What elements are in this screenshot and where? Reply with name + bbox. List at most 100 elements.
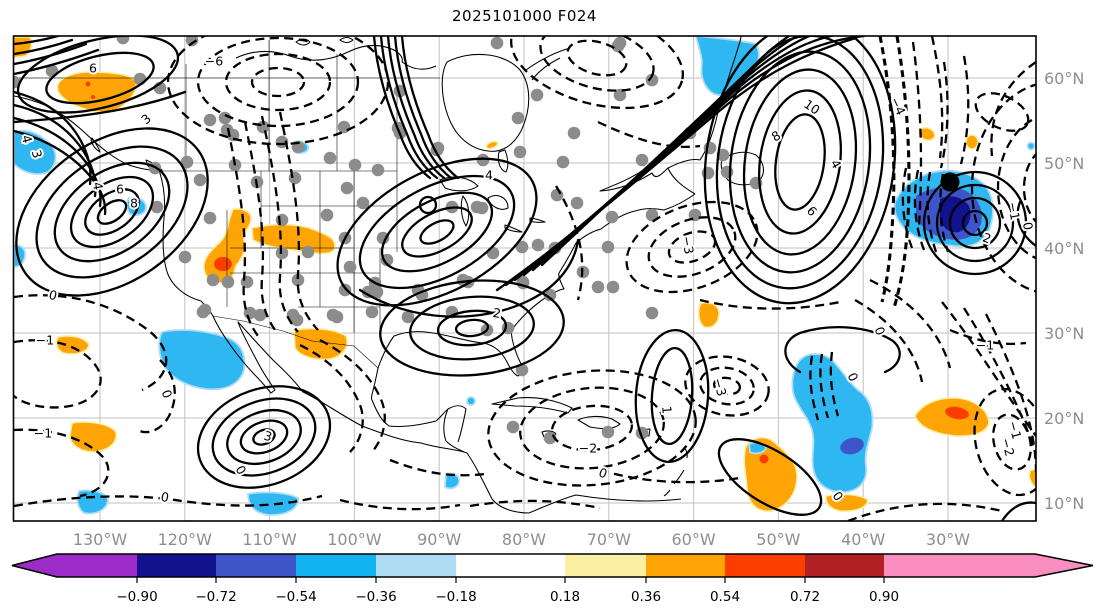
- station-dot: [476, 153, 490, 167]
- lat-tick-label: 60°N: [1044, 69, 1084, 88]
- lon-tick-label: 110°W: [242, 530, 297, 549]
- station-dot: [365, 305, 379, 319]
- station-dot: [605, 210, 619, 224]
- south-america-coastline: [528, 494, 682, 514]
- lon-tick-label: 70°W: [587, 530, 631, 549]
- station-dot: [326, 308, 340, 322]
- contour-value-label: −1: [1005, 201, 1023, 222]
- colorbar-segment: [565, 554, 646, 577]
- station-dot: [253, 308, 267, 322]
- station-dot: [275, 213, 289, 227]
- orange-region: [13, 36, 33, 59]
- station-dot: [323, 151, 337, 165]
- station-dot: [531, 238, 545, 252]
- station-dot: [180, 155, 194, 169]
- orange-region: [485, 140, 499, 150]
- contour-value-label: 10: [801, 96, 823, 117]
- station-dot: [371, 163, 385, 177]
- station-dot: [601, 240, 615, 254]
- colorbar-segment: [646, 554, 725, 577]
- station-dot: [348, 158, 362, 172]
- station-dot: [290, 313, 304, 327]
- contour-value-label: −6: [205, 54, 223, 69]
- contour-value-label: −1: [36, 333, 54, 348]
- station-dot: [470, 200, 484, 214]
- blue-region: [158, 329, 246, 391]
- orange-region: [825, 493, 869, 512]
- contour-value-label: 0: [47, 287, 59, 304]
- colorbar-segment: [137, 554, 216, 577]
- orange-region: [697, 301, 720, 329]
- blue-region: [466, 396, 476, 406]
- station-dot: [530, 88, 544, 102]
- station-dot: [178, 250, 192, 264]
- storm-dot-icon: [940, 172, 960, 192]
- station-dot: [606, 280, 620, 294]
- station-dot: [567, 126, 581, 140]
- lon-tick-label: 90°W: [417, 530, 461, 549]
- orange-region: [69, 421, 118, 453]
- longitude-labels: 130°W 120°W 110°W 100°W 90°W 80°W 70°W 60°W 50°W…: [73, 530, 970, 549]
- colorbar-tick-label: 0.18: [550, 589, 580, 605]
- station-dot: [645, 208, 659, 222]
- contour-value-label: −3: [679, 235, 697, 256]
- station-dot: [613, 88, 627, 102]
- orange-region: [965, 134, 979, 150]
- lon-tick-label: 50°W: [756, 530, 800, 549]
- lon-tick-label: 60°W: [672, 530, 716, 549]
- contour-value-label: 0: [159, 388, 176, 401]
- red-region: [945, 406, 969, 420]
- station-dot: [716, 148, 730, 162]
- plot-frame: [12, 35, 1037, 522]
- lat-tick-label: 50°N: [1044, 154, 1084, 173]
- red-region: [85, 81, 91, 87]
- chart-title: 2025101000 F024: [452, 7, 597, 25]
- orange-region: [55, 335, 90, 355]
- station-dot: [206, 273, 220, 287]
- contour-value-label: 6: [89, 61, 97, 76]
- colorbar-tick-label: −0.18: [435, 589, 476, 605]
- contour-value-label: 1: [659, 405, 675, 414]
- station-dot: [543, 288, 557, 302]
- station-dot: [301, 245, 315, 259]
- contour-value-label: 4: [485, 168, 493, 183]
- contour-value-label: −2: [579, 441, 597, 456]
- station-dot: [221, 275, 235, 289]
- orange-region: [56, 71, 138, 113]
- station-dot: [645, 306, 659, 320]
- lon-tick-label: 80°W: [502, 530, 546, 549]
- contour-value-label: −1: [1005, 419, 1024, 441]
- station-dot: [570, 196, 584, 210]
- blue-region: [76, 489, 109, 515]
- colorbar: −0.90 −0.72 −0.54 −0.36 −0.18 0.18 0.36 0.54 0.7…: [11, 553, 1094, 605]
- lat-tick-label: 20°N: [1044, 409, 1084, 428]
- station-dot: [343, 260, 357, 274]
- colorbar-segment: [456, 554, 565, 577]
- blue-region: [1026, 141, 1036, 151]
- contour-value-label: −2: [998, 436, 1017, 458]
- station-dot: [635, 153, 649, 167]
- station-dot: [185, 36, 199, 47]
- station-dot: [513, 145, 527, 159]
- station-dot: [218, 111, 232, 125]
- station-dot: [150, 200, 164, 214]
- colorbar-tick-label: 0.72: [790, 589, 820, 605]
- colorbar-tick-label: −0.90: [116, 589, 157, 605]
- station-dot: [556, 155, 570, 169]
- station-dot: [591, 280, 605, 294]
- blue-region: [695, 36, 760, 97]
- colorbar-outline: [11, 553, 1094, 578]
- station-dot: [338, 283, 352, 297]
- colorbar-segment: [805, 554, 884, 577]
- colorbar-segment: [376, 554, 456, 577]
- red-region: [214, 257, 232, 271]
- station-dot: [320, 208, 334, 222]
- contour-value-label: 4: [828, 157, 845, 171]
- colorbar-tick-label: 0.54: [710, 589, 740, 605]
- station-dot: [370, 285, 384, 299]
- contour-value-label: 0: [1020, 221, 1036, 231]
- station-dot: [203, 113, 217, 127]
- red-region: [91, 95, 95, 99]
- medium-blue-region: [840, 437, 864, 455]
- lon-tick-label: 130°W: [73, 530, 128, 549]
